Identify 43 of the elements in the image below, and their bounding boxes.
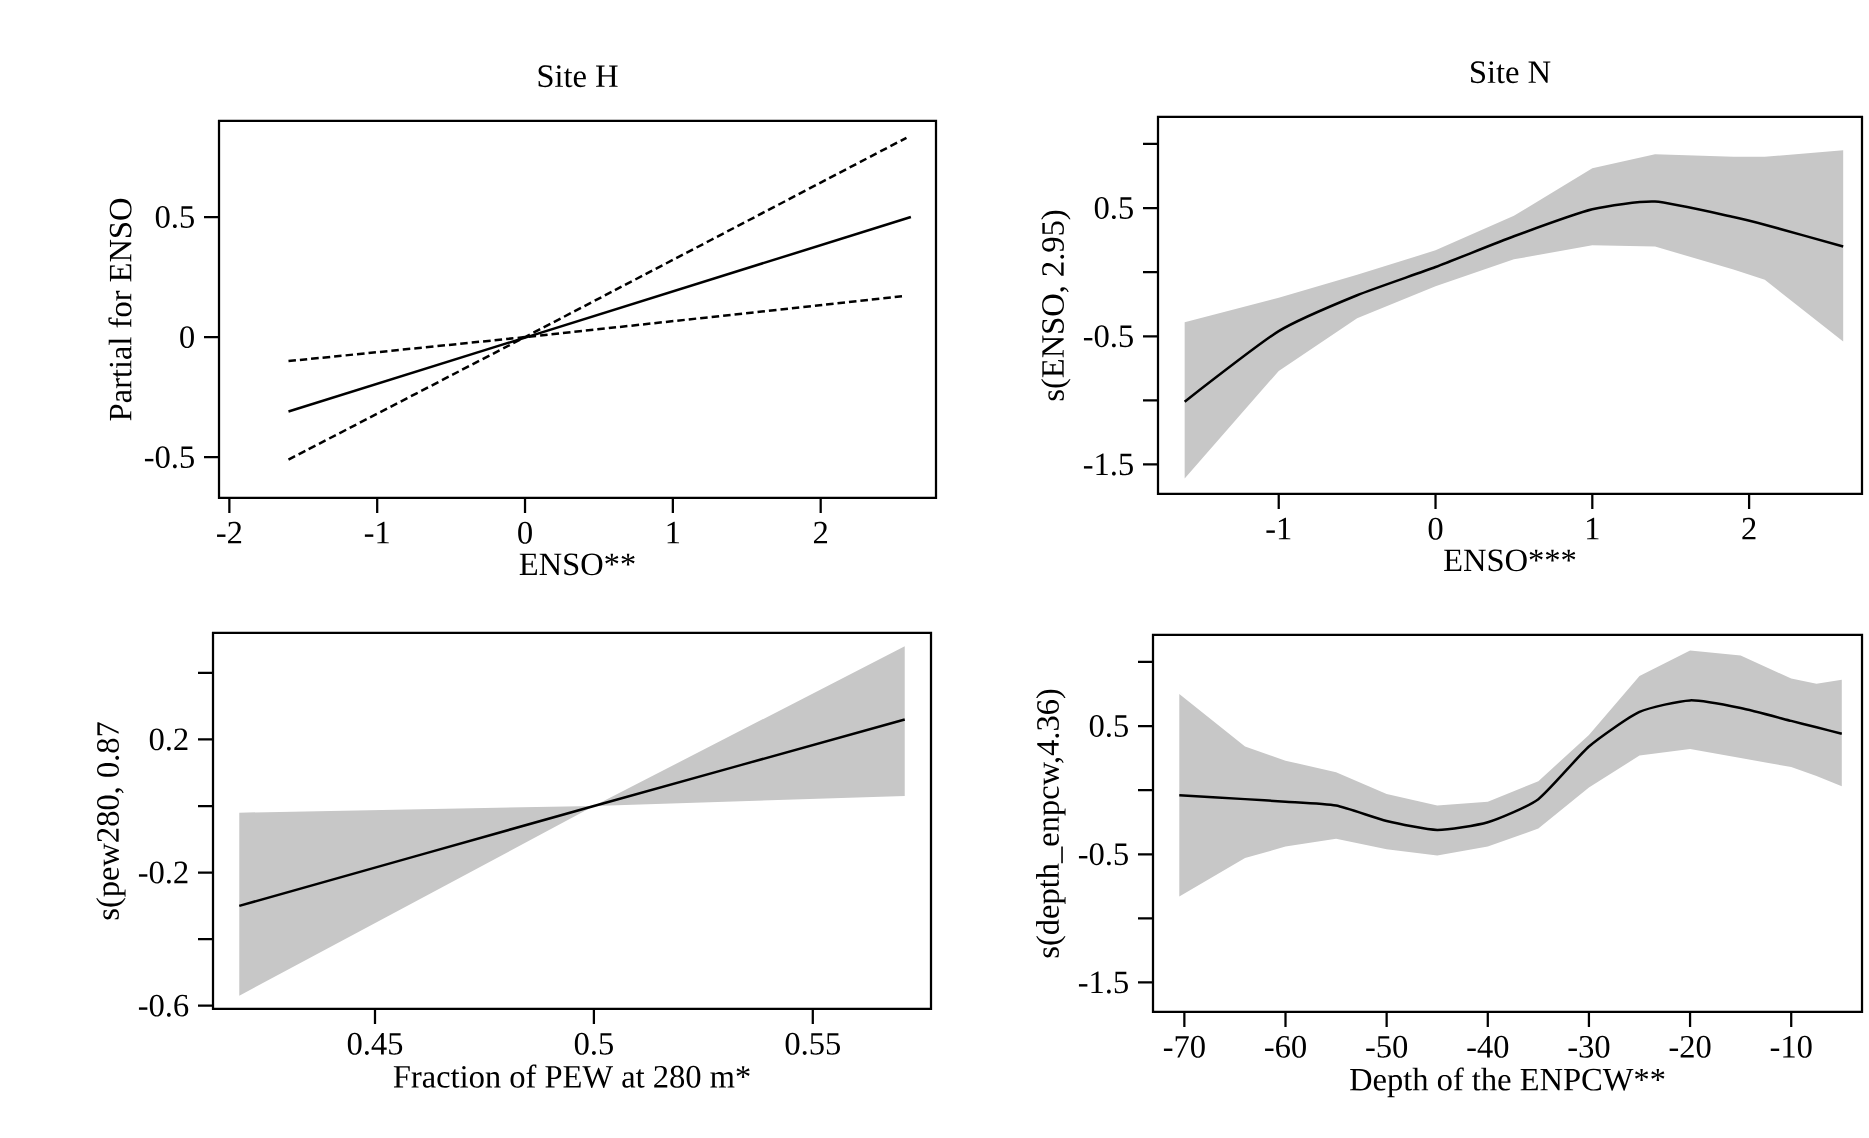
x-tick-label: -1 bbox=[1266, 517, 1291, 540]
y-tick-label: 0.5 bbox=[1094, 197, 1133, 220]
x-tick-label: 0.55 bbox=[785, 1032, 840, 1055]
x-tick-label: 0.5 bbox=[574, 1032, 613, 1055]
x-tick-label: 2 bbox=[1742, 517, 1756, 540]
x-tick-label: 1 bbox=[1587, 517, 1599, 540]
x-tick-label: -30 bbox=[1568, 1035, 1610, 1058]
chart-title: Site H bbox=[538, 65, 618, 88]
y-tick-label: -0.5 bbox=[144, 446, 194, 469]
x-tick-label: -60 bbox=[1265, 1035, 1306, 1058]
x-axis-title: ENSO** bbox=[519, 553, 635, 576]
x-axis-title: Depth of the ENPCW** bbox=[1350, 1067, 1665, 1098]
y-tick-label: 0.5 bbox=[1089, 715, 1128, 738]
y-tick-label: -1.5 bbox=[1083, 453, 1133, 476]
x-tick-label: -2 bbox=[217, 521, 242, 544]
chart-title: Site N bbox=[1471, 61, 1551, 84]
x-tick-label: -50 bbox=[1366, 1035, 1408, 1058]
x-tick-label: -10 bbox=[1770, 1035, 1812, 1058]
x-axis-title: ENSO*** bbox=[1444, 549, 1576, 572]
x-tick-label: -20 bbox=[1669, 1035, 1711, 1058]
x-tick-label: -70 bbox=[1163, 1035, 1205, 1058]
y-axis-title: Partial for ENSO bbox=[108, 198, 132, 421]
y-tick-label: -0.2 bbox=[138, 861, 188, 884]
x-axis-title: Fraction of PEW at 280 m* bbox=[393, 1064, 750, 1088]
x-tick-label: 0.45 bbox=[347, 1032, 403, 1055]
y-tick-label: 0.2 bbox=[149, 728, 188, 751]
y-axis-title: s(ENSO, 2.95) bbox=[1041, 210, 1071, 401]
x-tick-label: 1 bbox=[667, 521, 680, 544]
x-tick-label: 2 bbox=[813, 521, 828, 544]
y-tick-label: -0.6 bbox=[138, 994, 189, 1017]
x-tick-label: -40 bbox=[1467, 1035, 1509, 1058]
x-tick-label: -1 bbox=[364, 521, 389, 544]
x-tick-label: 0 bbox=[518, 521, 532, 544]
y-tick-label: 0 bbox=[180, 326, 194, 349]
x-tick-label: 0 bbox=[1428, 517, 1443, 540]
y-axis-title: s(pew280, 0.87 bbox=[96, 722, 126, 920]
y-tick-label: -1.5 bbox=[1078, 971, 1128, 994]
y-tick-label: -0.5 bbox=[1083, 325, 1133, 348]
line-series bbox=[1178, 699, 1844, 832]
y-tick-label: 0.5 bbox=[155, 206, 194, 229]
y-tick-label: -0.5 bbox=[1078, 843, 1128, 866]
y-axis-title: s(depth_enpcw,4.36) bbox=[1036, 689, 1066, 958]
line-series bbox=[1183, 200, 1845, 403]
